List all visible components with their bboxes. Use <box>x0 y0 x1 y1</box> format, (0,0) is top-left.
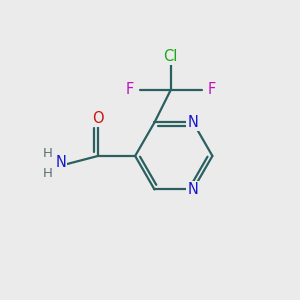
Text: N: N <box>188 182 199 197</box>
Text: N: N <box>56 155 66 170</box>
Text: H: H <box>43 167 52 180</box>
Text: Cl: Cl <box>164 49 178 64</box>
Text: H: H <box>43 147 52 160</box>
Text: O: O <box>92 111 104 126</box>
Text: N: N <box>188 115 199 130</box>
Text: F: F <box>125 82 134 97</box>
Text: F: F <box>208 82 216 97</box>
